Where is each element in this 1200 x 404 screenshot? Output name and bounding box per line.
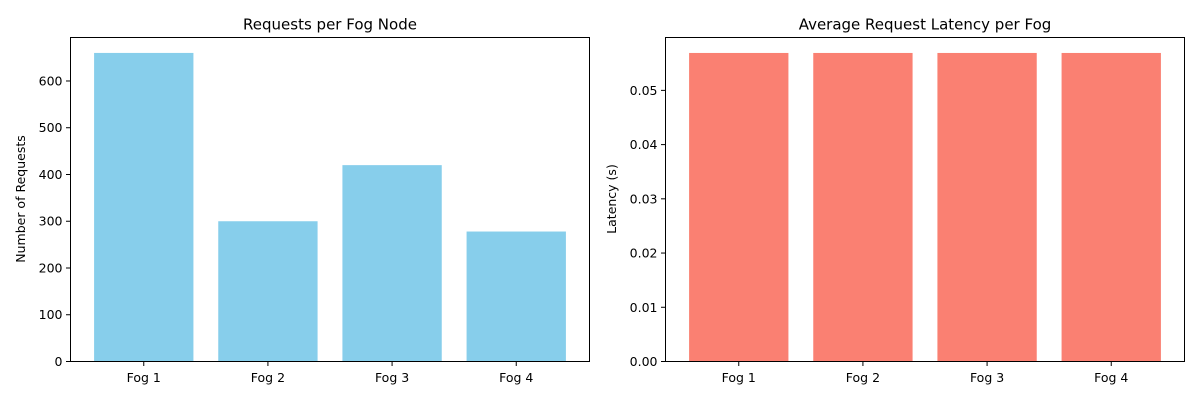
x-tick-label: Fog 3 [375,370,409,385]
x-axis-ticks: Fog 1 Fog 2 Fog 3 Fog 4 [127,361,533,385]
x-tick-label: Fog 1 [127,370,161,385]
bar-fog-1 [689,52,789,362]
bar-fog-2 [813,52,913,362]
y-tick-label: 200 [39,260,63,275]
y-axis-ticks: 0 100 200 300 400 500 600 [39,73,71,369]
y-tick-label: 0.03 [630,191,658,206]
x-tick-label: Fog 1 [722,370,756,385]
bars [689,52,1161,362]
y-tick-label: 0.00 [630,354,658,369]
bar-fog-3 [342,165,442,362]
bar-fog-4 [1061,52,1161,362]
y-tick-label: 0.05 [630,83,658,98]
y-tick-label: 0 [55,354,63,369]
bars [94,52,566,362]
y-tick-label: 400 [39,167,63,182]
y-axis-label: Number of Requests [13,135,28,263]
y-tick-label: 0.04 [630,137,658,152]
bar-fog-1 [94,52,194,362]
y-tick-label: 100 [39,307,63,322]
y-tick-label: 0.01 [630,300,658,315]
x-tick-label: Fog 4 [499,370,533,385]
y-tick-label: 300 [39,214,63,229]
y-tick-label: 600 [39,73,63,88]
bar-fog-4 [466,231,566,362]
plot-frame [665,37,1185,362]
x-axis-ticks: Fog 1 Fog 2 Fog 3 Fog 4 [722,361,1128,385]
chart-title: Average Request Latency per Fog [799,16,1052,34]
latency-chart: Average Request Latency per Fog Latency … [604,16,1185,385]
x-tick-label: Fog 2 [251,370,285,385]
chart-title: Requests per Fog Node [243,16,417,34]
requests-chart: Requests per Fog Node Number of Requests… [13,16,590,385]
x-tick-label: Fog 3 [970,370,1004,385]
y-tick-label: 500 [39,120,63,135]
plot-frame [70,37,590,362]
x-tick-label: Fog 2 [846,370,880,385]
x-tick-label: Fog 4 [1094,370,1128,385]
y-axis-ticks: 0.00 0.01 0.02 0.03 0.04 0.05 [630,83,666,369]
bar-fog-2 [218,221,318,362]
y-tick-label: 0.02 [630,246,658,261]
bar-fog-3 [937,52,1037,362]
y-axis-label: Latency (s) [604,164,619,234]
